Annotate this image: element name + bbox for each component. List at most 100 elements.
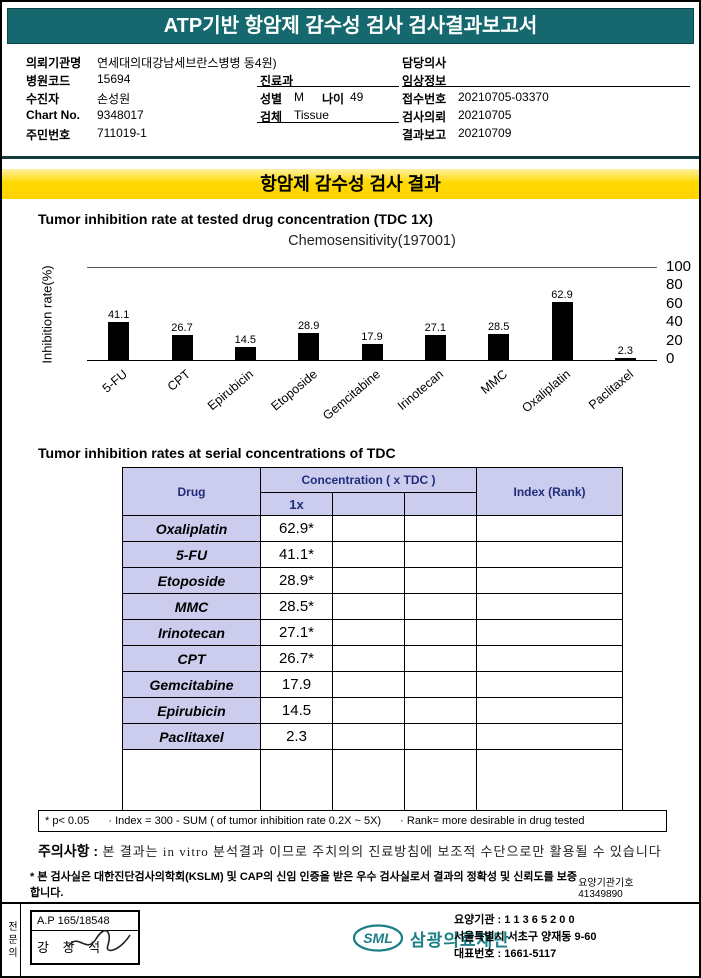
table-row: MMC 28.5*	[122, 593, 623, 620]
index-rank-cell	[476, 567, 623, 594]
col-header-index-rank: Index (Rank)	[476, 467, 623, 516]
chart-bar	[298, 333, 320, 360]
sml-logo-text: SML	[363, 930, 393, 946]
inhibition-value-cell: 14.5	[260, 697, 333, 724]
drug-name-cell: CPT	[122, 645, 261, 672]
empty-concentration-cell	[404, 645, 477, 672]
table-row: Etoposide 28.9*	[122, 567, 623, 594]
hospital-code-value: 15694	[97, 72, 131, 86]
col-header-1x: 1x	[260, 492, 333, 516]
phone-line: 대표번호 : 1661-5117	[454, 948, 557, 960]
inhibition-value-cell: 28.5*	[260, 593, 333, 620]
field-rule	[257, 86, 399, 87]
hospital-value: 연세대의대강남세브란스병병 동4원)	[97, 56, 277, 70]
empty-concentration-cell	[404, 671, 477, 698]
age-label: 나이	[322, 92, 345, 106]
chemosensitivity-chart: Chemosensitivity(197001) Inhibition rate…	[2, 233, 699, 431]
empty-concentration-cell	[404, 541, 477, 568]
doctor-stamp-box: A.P 165/18548 강 창 석	[30, 910, 140, 965]
bar-value-label: 2.3	[617, 344, 633, 357]
chart-bar	[108, 322, 130, 360]
request-date-label: 검사의뢰	[402, 110, 447, 124]
empty-cell	[260, 749, 333, 811]
patient-value: 손성원	[97, 92, 131, 106]
drug-name-cell: MMC	[122, 593, 261, 620]
empty-cell	[476, 749, 623, 811]
index-rank-cell	[476, 645, 623, 672]
significance-note: * p< 0.05	[45, 815, 90, 827]
table-row: Paclitaxel 2.3	[122, 723, 623, 750]
hospital-label: 의뢰기관명	[26, 56, 82, 70]
organization-logo: SML 삼광의료재단	[352, 922, 510, 954]
bar-value-label: 28.9	[297, 320, 320, 333]
organization-name: 삼광의료재단	[410, 930, 510, 950]
bar-value-label: 17.9	[361, 330, 383, 343]
table-row: Gemcitabine 17.9	[122, 671, 623, 698]
table-row: Irinotecan 27.1*	[122, 619, 623, 646]
drug-name-cell: Paclitaxel	[122, 723, 261, 750]
empty-concentration-cell	[404, 723, 477, 750]
resident-no-label: 주민번호	[26, 128, 71, 142]
drug-name-cell: 5-FU	[122, 541, 261, 568]
empty-concentration-cell	[404, 593, 477, 620]
inhibition-value-cell: 28.9*	[260, 567, 333, 594]
table-header-row: Drug Concentration ( x TDC ) Index (Rank…	[122, 467, 623, 516]
report-date-value: 20210709	[458, 126, 512, 140]
side-label-strip: 전문의	[2, 904, 21, 976]
inhibition-value-cell: 17.9	[260, 671, 333, 698]
index-rank-cell	[476, 723, 623, 750]
contact-block: 요양기관 : 1 1 3 6 5 2 0 0 서울특별시 서초구 양재동 9-6…	[454, 912, 597, 963]
footer-section: 전문의 A.P 165/18548 강 창 석 SML 삼광의료재단 요양기관 …	[2, 902, 699, 976]
index-rank-cell	[476, 515, 623, 542]
chart-title: Chemosensitivity(197001)	[288, 233, 456, 249]
drug-name-cell: Epirubicin	[122, 697, 261, 724]
chart-no-value: 9348017	[97, 108, 144, 122]
empty-concentration-cell	[404, 697, 477, 724]
field-rule	[257, 122, 399, 123]
chart-bar	[551, 302, 573, 360]
table-row: Epirubicin 14.5	[122, 697, 623, 724]
result-section-title: 항암제 감수성 검사 결과	[2, 169, 699, 199]
index-rank-cell	[476, 697, 623, 724]
side-vertical-label: 전문의	[5, 920, 17, 960]
tdc-results-table: Drug Concentration ( x TDC ) Index (Rank…	[122, 467, 623, 811]
bar-value-label: 28.5	[487, 320, 510, 333]
inhibition-value-cell: 27.1*	[260, 619, 333, 646]
table-row: CPT 26.7*	[122, 645, 623, 672]
chart-bar	[171, 335, 193, 360]
empty-concentration-cell	[332, 593, 405, 620]
y-axis-tick: 40	[666, 313, 683, 331]
chart-bar	[488, 333, 510, 360]
bar-value-label: 26.7	[171, 322, 193, 335]
chart-bar	[614, 357, 636, 360]
sex-label: 성별	[260, 92, 283, 106]
institution-code: 요양기관기호 41349890	[578, 878, 634, 900]
empty-concentration-cell	[404, 619, 477, 646]
drug-name-cell: Irinotecan	[122, 619, 261, 646]
resident-no-value: 711019-1	[97, 126, 147, 140]
y-axis-tick: 80	[666, 276, 683, 294]
empty-concentration-cell	[332, 567, 405, 594]
col-header-empty	[332, 492, 405, 516]
inhibition-value-cell: 2.3	[260, 723, 333, 750]
bar-value-label: 62.9	[551, 289, 573, 302]
table-row: Oxaliplatin 62.9*	[122, 515, 623, 542]
address-line: 서울특별시 서초구 양재동 9-60	[454, 931, 597, 943]
caution-note: 주의사항 : 본 결과는 in vitro 분석결과 이므로 주치의의 진료방침…	[38, 841, 699, 861]
receipt-no-label: 접수번호	[402, 92, 447, 106]
col-header-concentration: Concentration ( x TDC )	[260, 467, 477, 493]
index-definition: · Index = 300 - SUM ( of tumor inhibitio…	[108, 815, 382, 827]
report-title-banner: ATP기반 항암제 감수성 검사 검사결과보고서	[7, 8, 694, 44]
empty-cell	[332, 749, 405, 811]
y-axis-tick: 0	[666, 350, 675, 367]
y-axis-tick: 60	[666, 294, 683, 312]
empty-cell	[404, 749, 477, 811]
certification-row: * 본 검사실은 대한진단검사의학회(KSLM) 및 CAP의 신임 인증을 받…	[30, 868, 675, 900]
rank-definition: · Rank= more desirable in drug tested	[400, 815, 585, 827]
empty-concentration-cell	[332, 671, 405, 698]
field-rule	[402, 86, 690, 87]
empty-concentration-cell	[404, 567, 477, 594]
drug-name-cell: Gemcitabine	[122, 671, 261, 698]
table-subheader-row: 1x	[123, 492, 623, 516]
patient-info-section: 의뢰기관명 연세대의대강남세브란스병병 동4원) 병원코드 15694 수진자 …	[2, 44, 699, 159]
